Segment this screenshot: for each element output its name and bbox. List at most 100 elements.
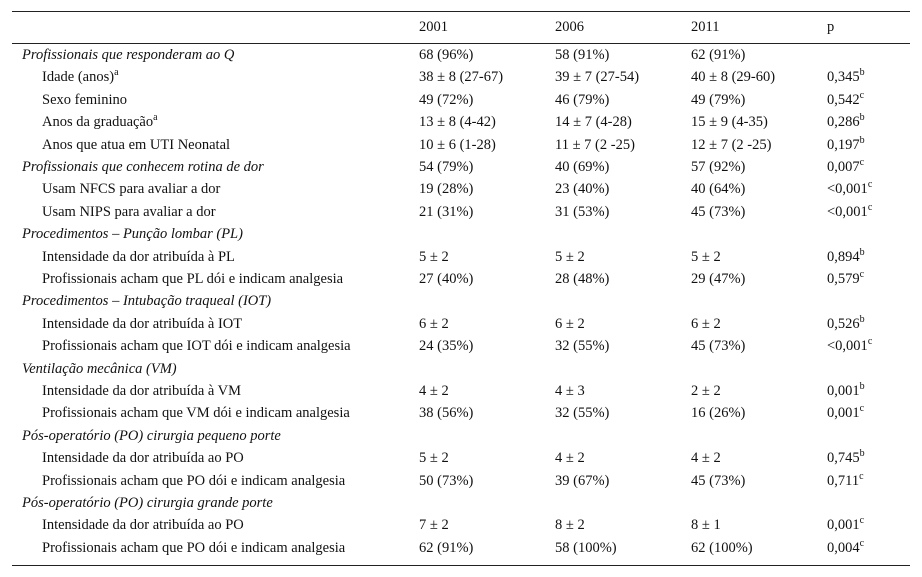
p-value: <0,001	[827, 338, 868, 355]
row-value: 7 ± 2	[419, 517, 449, 534]
row-value: 10 ± 6 (1-28)	[419, 136, 496, 153]
row-label-cell: Intensidade da dor atribuída à VM	[42, 381, 241, 401]
row-label-cell: Usam NFCS para avaliar a dor	[42, 179, 220, 199]
row-value: 4 ± 3	[555, 383, 585, 399]
row-value: 5 ± 2	[419, 450, 449, 467]
row-label: Sexo feminino	[42, 91, 127, 108]
column-header: 2011	[691, 19, 720, 35]
p-value-sup: b	[859, 313, 865, 325]
p-value: 0,579	[827, 271, 860, 287]
row-label-cell: Anos da graduaçãoa	[42, 112, 158, 132]
row-label-cell: Intensidade da dor atribuída à PL	[42, 247, 235, 267]
p-value: 0,197	[827, 136, 860, 153]
row-value: 39 ± 7 (27-54)	[555, 69, 640, 86]
p-value-sup: c	[867, 201, 873, 213]
row-label: Usam NIPS para avaliar a dor	[42, 203, 216, 220]
p-value-sup: c	[859, 269, 865, 280]
p-value-cell: 0,894b	[827, 247, 865, 267]
column-header: 2001	[419, 19, 448, 35]
p-value-cell: 0,745b	[827, 448, 865, 468]
row-label-cell: Intensidade da dor atribuída ao PO	[42, 515, 244, 535]
section-value: 58 (91%)	[555, 47, 610, 63]
p-value-sup: c	[867, 179, 873, 191]
header-rule	[12, 43, 910, 44]
p-value: 0,001	[827, 383, 860, 399]
row-label: Profissionais acham que PL dói e indicam…	[42, 271, 344, 287]
p-value-cell: <0,001c	[827, 179, 872, 199]
row-label: Anos da graduação	[42, 114, 154, 131]
row-value: 16 (26%)	[691, 405, 746, 422]
row-value: 6 ± 2	[555, 315, 585, 332]
p-value-sup: b	[859, 381, 865, 392]
row-value: 12 ± 7 (2 -25)	[691, 136, 772, 153]
row-value: 8 ± 2	[555, 517, 585, 534]
section-title: Profissionais que conhecem rotina de dor	[22, 159, 264, 175]
row-label: Profissionais acham que PO dói e indicam…	[42, 539, 346, 556]
row-value: 23 (40%)	[555, 181, 610, 198]
row-value: 58 (100%)	[555, 539, 617, 556]
p-value: 0,286	[827, 114, 860, 131]
row-value: 5 ± 2	[419, 248, 449, 265]
row-value: 45 (73%)	[691, 203, 746, 220]
row-label: Profissionais acham que PO dói e indicam…	[42, 472, 346, 489]
row-value: 21 (31%)	[419, 203, 474, 220]
section-value: 54 (79%)	[419, 159, 474, 175]
column-header: p	[827, 19, 835, 35]
p-value-cell: 0,286b	[827, 112, 865, 132]
row-value: 5 ± 2	[555, 248, 585, 265]
p-value: 0,001	[827, 517, 860, 534]
row-value: 45 (73%)	[691, 338, 746, 355]
p-value-sup: c	[859, 403, 865, 415]
column-header: 2006	[555, 19, 584, 35]
row-label-cell: Profissionais acham que IOT dói e indica…	[42, 336, 351, 356]
row-label-cell: Profissionais acham que VM dói e indicam…	[42, 403, 350, 423]
section-value: 62 (91%)	[691, 47, 746, 63]
p-value-cell: 0,542c	[827, 90, 864, 110]
row-value: 62 (91%)	[419, 539, 474, 556]
row-value: 8 ± 1	[691, 517, 721, 534]
section-title: Procedimentos – Intubação traqueal (IOT)	[22, 293, 272, 310]
row-label: Intensidade da dor atribuída à IOT	[42, 315, 243, 332]
p-value-sup: c	[867, 336, 873, 348]
p-value: <0,001	[827, 181, 868, 198]
p-value-cell: <0,001c	[827, 202, 872, 222]
row-label-cell: Intensidade da dor atribuída à IOT	[42, 314, 242, 334]
p-value-sup: c	[859, 470, 864, 482]
row-value: 40 (64%)	[691, 181, 746, 198]
row-value: 32 (55%)	[555, 405, 610, 422]
p-value: <0,001	[827, 203, 868, 220]
p-value-cell: 0,526b	[827, 314, 865, 334]
row-value: 28 (48%)	[555, 271, 610, 287]
p-value-cell: 0,197b	[827, 135, 865, 155]
row-label: Usam NFCS para avaliar a dor	[42, 181, 221, 198]
p-value-sup: b	[859, 134, 865, 146]
p-value-sup: b	[859, 448, 865, 460]
p-value-sup: b	[859, 246, 865, 258]
p-value: 0,711	[827, 472, 860, 489]
p-value: 0,542	[827, 91, 860, 108]
row-label: Profissionais acham que IOT dói e indica…	[42, 338, 351, 355]
row-value: 19 (28%)	[419, 181, 474, 198]
row-value: 13 ± 8 (4-42)	[419, 114, 496, 131]
p-value: 0,745	[827, 450, 860, 467]
p-value-sup: c	[859, 89, 865, 101]
row-value: 15 ± 9 (4-35)	[691, 114, 768, 131]
row-label-cell: Anos que atua em UTI Neonatal	[42, 135, 230, 155]
row-value: 39 (67%)	[555, 472, 610, 489]
p-value-cell: 0,345b	[827, 67, 865, 87]
p-value-cell: <0,001c	[827, 336, 872, 356]
section-title: Pós-operatório (PO) cirurgia grande port…	[22, 495, 273, 511]
row-value: 4 ± 2	[555, 450, 585, 467]
section-value: 68 (96%)	[419, 47, 474, 63]
p-value: 0,004	[827, 539, 860, 556]
bottom-rule	[12, 565, 910, 566]
row-value: 62 (100%)	[691, 539, 753, 556]
row-value: 49 (79%)	[691, 91, 746, 108]
row-label: Anos que atua em UTI Neonatal	[42, 136, 231, 153]
row-value: 31 (53%)	[555, 203, 610, 220]
section-value: 57 (92%)	[691, 159, 746, 175]
row-value: 4 ± 2	[419, 383, 449, 399]
p-value: 0,526	[827, 315, 860, 332]
row-label: Intensidade da dor atribuída à PL	[42, 248, 235, 265]
